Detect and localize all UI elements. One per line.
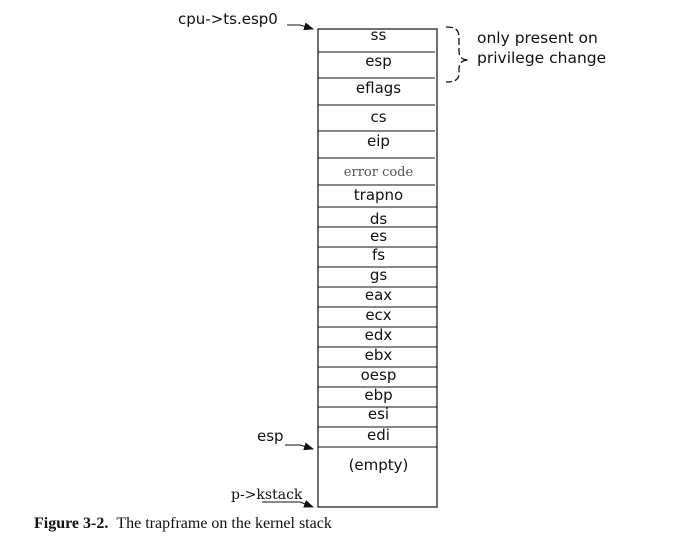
stack-cell-ecx: ecx: [365, 306, 391, 324]
privilege-note-line2: privilege change: [477, 49, 606, 67]
stack-outline: [317, 28, 438, 508]
figure-number: Figure 3-2.: [34, 515, 109, 532]
stack-cell-gs: gs: [370, 266, 388, 284]
stack-cell-eflags: eflags: [356, 79, 401, 97]
pointer-esp0-arrow: [287, 22, 314, 31]
stack-cell-fs: fs: [372, 246, 385, 264]
pointer-esp0-label: cpu->ts.esp0: [178, 10, 278, 28]
stack-cell-esp: esp: [365, 52, 392, 70]
stack-cell-empty: (empty): [349, 456, 409, 474]
stack-cell-ebp: ebp: [364, 386, 392, 404]
figure-caption: Figure 3-2. The trapframe on the kernel …: [34, 515, 332, 533]
pointer-esp-arrow: [285, 442, 314, 451]
pointer-kstack-arrow: [262, 500, 314, 508]
stack-cell-es: es: [370, 227, 387, 245]
stack-cell-eip: eip: [367, 132, 390, 150]
privilege-note-line1: only present on: [477, 29, 598, 47]
privilege-note: only present on privilege change: [445, 26, 606, 83]
stack-cell-trapno: trapno: [354, 186, 403, 204]
stack-cell-oesp: oesp: [361, 366, 397, 384]
stack-cell-error-code: error code: [344, 165, 414, 180]
pointer-esp-label: esp: [257, 427, 284, 445]
stack-dividers: [318, 51, 437, 448]
pointer-kstack-label: p->kstack: [231, 487, 303, 503]
stack-cell-ebx: ebx: [365, 346, 393, 364]
curly-brace: [445, 26, 470, 83]
stack-cell-cs: cs: [370, 108, 386, 126]
stack-cell-edi: edi: [367, 426, 390, 444]
pointer-esp: esp: [257, 427, 314, 451]
stack-cell-edx: edx: [365, 326, 393, 344]
figure-caption-text: The trapframe on the kernel stack: [116, 515, 332, 532]
stack-cell-esi: esi: [368, 405, 389, 423]
pointer-esp0: cpu->ts.esp0: [178, 10, 314, 31]
stack-cell-ss: ss: [371, 26, 387, 44]
stack-cell-eax: eax: [365, 286, 392, 304]
stack-cell-ds: ds: [370, 210, 388, 228]
pointer-kstack: p->kstack: [231, 487, 314, 508]
